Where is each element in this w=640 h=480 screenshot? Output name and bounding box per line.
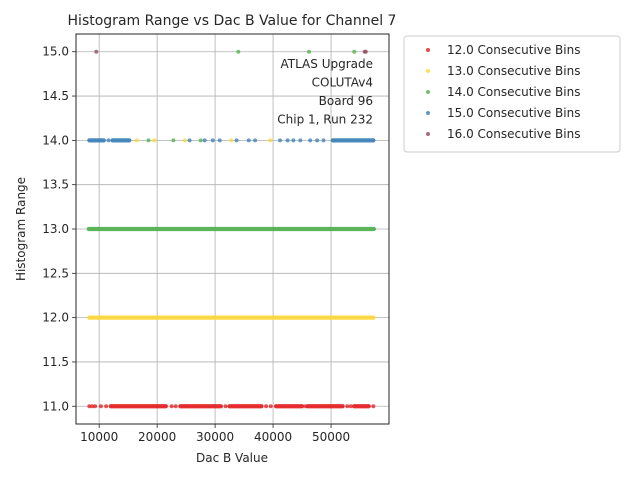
- x-tick-label: 20000: [138, 430, 176, 444]
- legend-marker: [426, 132, 430, 136]
- series-3: [86, 49, 377, 232]
- legend-marker: [426, 69, 430, 73]
- data-point: [307, 49, 312, 54]
- annotation-block: ATLAS Upgrade COLUTAv4 Board 96 Chip 1, Run…: [277, 57, 373, 127]
- data-point: [352, 49, 357, 54]
- legend-entry: 15.0 Consecutive Bins: [447, 106, 580, 120]
- data-point: [106, 138, 111, 143]
- annotation-line: Board 96: [319, 94, 373, 108]
- y-tick-label: 14.0: [42, 133, 69, 147]
- data-point: [198, 138, 203, 143]
- data-point: [223, 404, 228, 409]
- data-point: [134, 138, 139, 143]
- data-point: [291, 138, 296, 143]
- data-point: [217, 138, 222, 143]
- x-axis-label: Dac B Value: [196, 451, 268, 465]
- data-point: [363, 49, 368, 54]
- series-5: [94, 49, 368, 54]
- data-point: [303, 404, 308, 409]
- legend-entry: 16.0 Consecutive Bins: [447, 127, 580, 141]
- data-point: [171, 138, 176, 143]
- y-tick-label: 12.5: [42, 266, 69, 280]
- data-point: [187, 138, 192, 143]
- data-points: [86, 49, 377, 409]
- y-tick-label: 12.0: [42, 311, 69, 325]
- data-point: [285, 138, 290, 143]
- data-point: [264, 404, 269, 409]
- x-tick-label: 30000: [196, 430, 234, 444]
- data-point: [348, 404, 353, 409]
- legend: 12.0 Consecutive Bins 13.0 Consecutive Bi…: [403, 35, 621, 153]
- data-point: [253, 138, 258, 143]
- y-tick-label: 11.5: [42, 355, 69, 369]
- x-tick-label: 10000: [80, 430, 118, 444]
- annotation-line: Chip 1, Run 232: [277, 113, 373, 127]
- data-point: [87, 404, 92, 409]
- data-point: [315, 138, 320, 143]
- data-point: [173, 404, 178, 409]
- data-point: [371, 404, 376, 409]
- legend-marker: [426, 48, 430, 52]
- data-point: [308, 138, 313, 143]
- data-point: [152, 138, 157, 143]
- series-1: [87, 404, 376, 409]
- data-point: [169, 404, 174, 409]
- x-tick-label: 50000: [312, 430, 350, 444]
- y-tick-label: 13.5: [42, 178, 69, 192]
- annotation-line: ATLAS Upgrade: [280, 57, 373, 71]
- data-point: [246, 138, 251, 143]
- y-axis-label: Histogram Range: [14, 177, 28, 281]
- data-point: [93, 404, 98, 409]
- data-point: [298, 138, 303, 143]
- data-point: [146, 138, 151, 143]
- data-point: [268, 138, 273, 143]
- data-point: [229, 138, 234, 143]
- data-point: [90, 404, 95, 409]
- data-point: [210, 138, 215, 143]
- y-tick-label: 11.0: [42, 399, 69, 413]
- data-point: [278, 138, 283, 143]
- data-point: [236, 49, 241, 54]
- legend-entry: 13.0 Consecutive Bins: [447, 64, 580, 78]
- data-point: [268, 404, 273, 409]
- y-tick-label: 14.5: [42, 89, 69, 103]
- legend-box: [403, 35, 621, 153]
- chart-title: Histogram Range vs Dac B Value for Chann…: [68, 13, 397, 29]
- y-tick-label: 13.0: [42, 222, 69, 236]
- data-point: [234, 138, 239, 143]
- data-point: [202, 138, 207, 143]
- legend-entry: 14.0 Consecutive Bins: [447, 85, 580, 99]
- data-point: [94, 49, 99, 54]
- series-4: [87, 138, 376, 143]
- annotation-line: COLUTAv4: [312, 76, 373, 90]
- data-point: [104, 404, 109, 409]
- y-tick-label: 15.0: [42, 45, 69, 59]
- legend-marker: [426, 90, 430, 94]
- x-tick-label: 40000: [254, 430, 292, 444]
- legend-marker: [426, 111, 430, 115]
- axis-ticks: 10000 20000 30000 40000 50000 11.0 11.5 12.0 12.…: [42, 45, 350, 444]
- data-point: [321, 138, 326, 143]
- data-point: [98, 404, 103, 409]
- legend-entry: 12.0 Consecutive Bins: [447, 43, 580, 57]
- data-point: [345, 404, 350, 409]
- data-point: [182, 138, 187, 143]
